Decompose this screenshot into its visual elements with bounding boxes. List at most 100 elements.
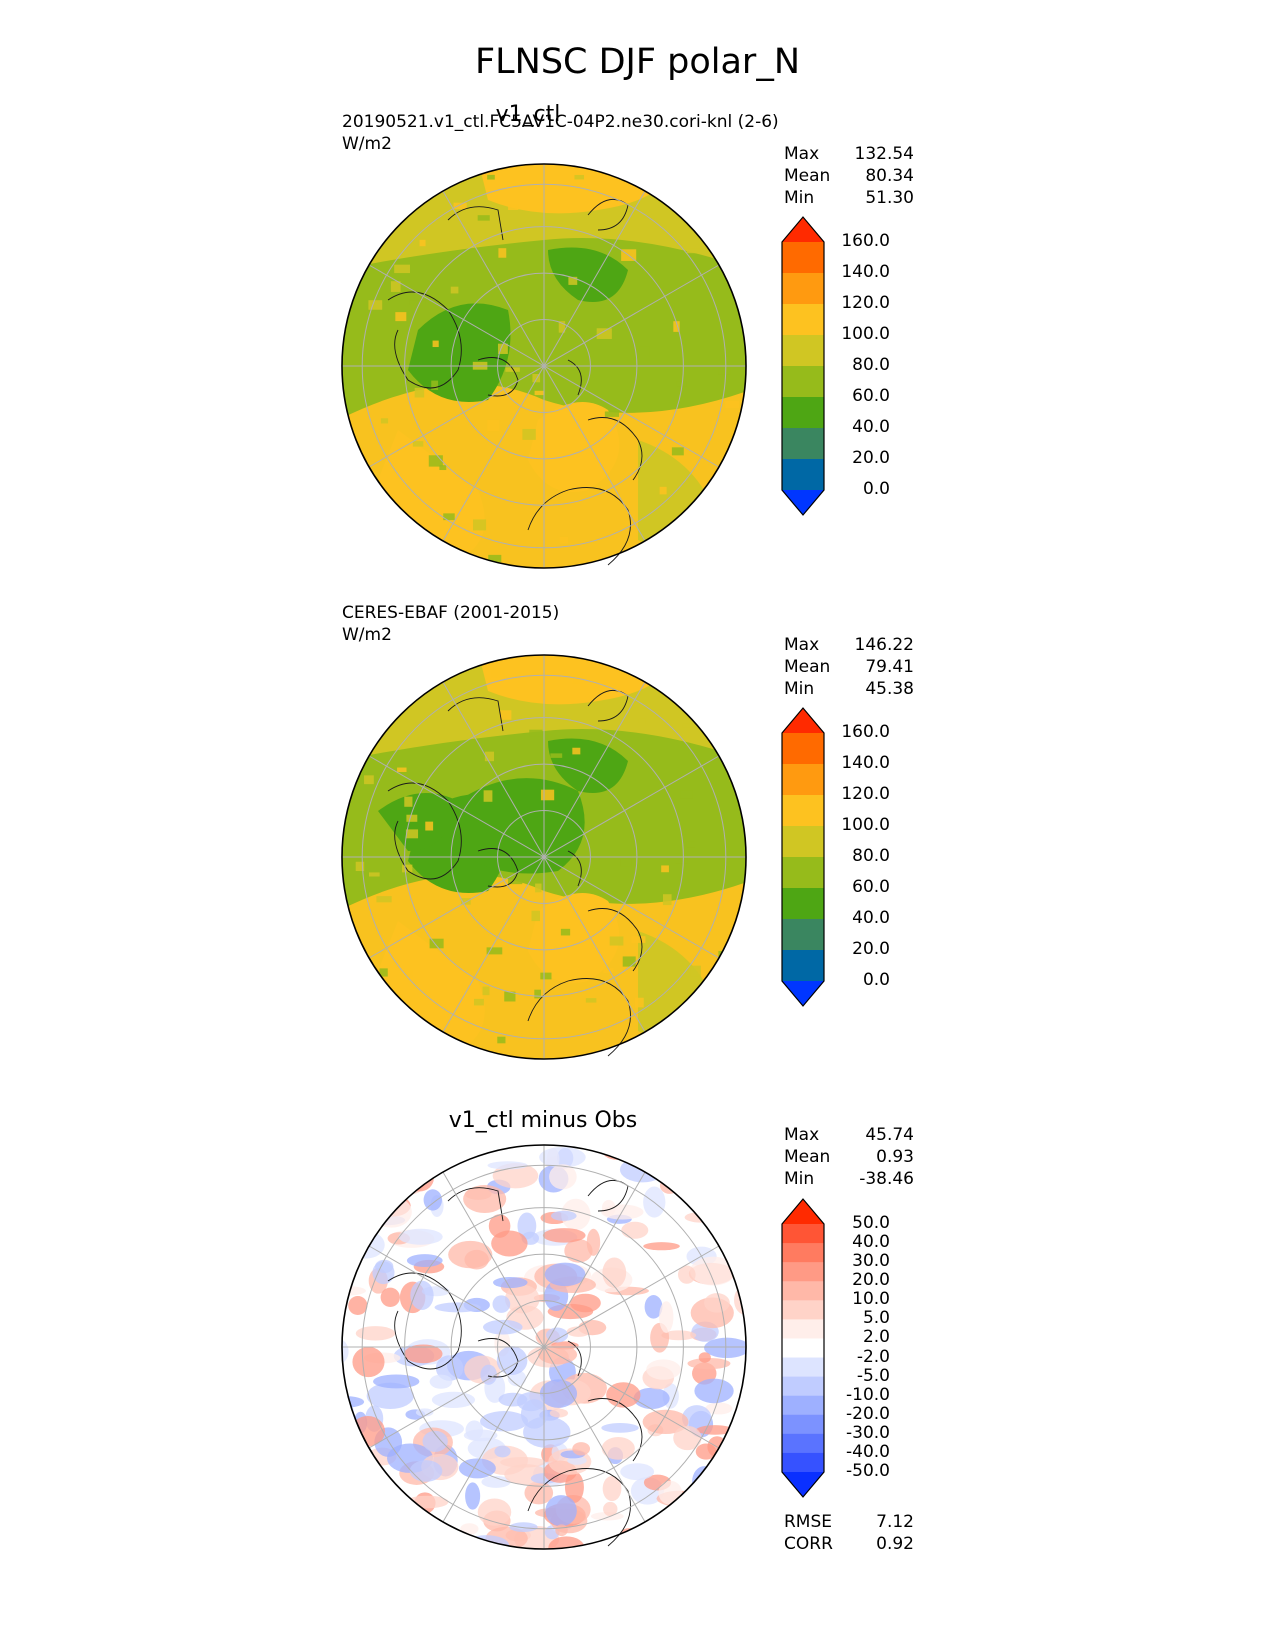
- panel-3-polar-map: [341, 1144, 747, 1550]
- colorbar-tick-label: 80.0: [852, 355, 890, 375]
- colorbar-outline: [781, 216, 825, 516]
- stat-label: Max: [784, 1125, 820, 1145]
- colorbar-swatch: [782, 1414, 824, 1435]
- panel-2-run-label: CERES-EBAF (2001-2015): [342, 603, 560, 623]
- stat-label: Min: [784, 1169, 815, 1189]
- colorbar-tick-label: 100.0: [841, 815, 890, 835]
- stat-row: Mean 0.93: [784, 1146, 914, 1168]
- colorbar-tick-label: 0.0: [862, 479, 890, 499]
- colorbar-tick-label: -2.0: [856, 1346, 890, 1367]
- colorbar-tick-label: 10.0: [852, 1289, 890, 1310]
- colorbar-swatch: [782, 1199, 824, 1224]
- colorbar-segments: [782, 1199, 824, 1497]
- colorbar-swatch: [782, 397, 824, 429]
- colorbar-swatch: [782, 1281, 824, 1301]
- figure-title: FLNSC DJF polar_N: [475, 42, 800, 82]
- stat-value: 0.93: [876, 1147, 914, 1167]
- colorbar-tick-label: -20.0: [846, 1403, 890, 1424]
- panel-2-colorbar: [781, 707, 825, 1007]
- stat-row: Max 132.54: [784, 143, 914, 165]
- colorbar-swatch: [782, 242, 824, 274]
- panel-3-stats: Max 45.74 Mean 0.93 Min -38.46: [784, 1124, 914, 1190]
- colorbar-swatch: [782, 428, 824, 460]
- graticule: [342, 655, 746, 1059]
- stat-value: 51.30: [865, 188, 914, 208]
- colorbar-swatch: [782, 919, 824, 951]
- colorbar-swatch: [782, 1243, 824, 1263]
- colorbar-swatch: [782, 1376, 824, 1397]
- colorbar-swatch: [782, 1357, 824, 1378]
- stat-label: Max: [784, 144, 820, 164]
- stat-label: Mean: [784, 1147, 831, 1167]
- colorbar-tick-label: 20.0: [852, 1270, 890, 1291]
- stat-row: Min 45.38: [784, 678, 914, 700]
- stat-value: 132.54: [854, 144, 914, 164]
- colorbar-swatch: [782, 1262, 824, 1282]
- colorbar-swatch: [782, 1224, 824, 1244]
- colorbar-tick-label: 160.0: [841, 231, 890, 251]
- stat-row: Mean 79.41: [784, 656, 914, 678]
- panel-2-stats: Max 146.22 Mean 79.41 Min 45.38: [784, 634, 914, 700]
- colorbar-swatch: [782, 708, 824, 733]
- colorbar-swatch: [782, 273, 824, 305]
- stat-value: -38.46: [859, 1169, 914, 1189]
- colorbar-swatch: [782, 950, 824, 982]
- colorbar-tick-label: 5.0: [862, 1308, 890, 1329]
- stat-row: Mean 80.34: [784, 165, 914, 187]
- colorbar-segments: [782, 708, 824, 1006]
- colorbar-tick-label: -30.0: [846, 1422, 890, 1443]
- colorbar-swatch: [782, 764, 824, 796]
- colorbar-tick-label: 140.0: [841, 262, 890, 282]
- panel-3-title: v1_ctl minus Obs: [448, 1108, 638, 1133]
- panel-1-polar-map: [341, 163, 747, 569]
- colorbar-swatch: [782, 826, 824, 858]
- colorbar-tick-label: -10.0: [846, 1384, 890, 1405]
- stat-label: Max: [784, 635, 820, 655]
- colorbar-tick-label: 0.0: [862, 970, 890, 990]
- stat-row: Max 146.22: [784, 634, 914, 656]
- colorbar-tick-label: 2.0: [862, 1327, 890, 1348]
- colorbar-swatch: [782, 733, 824, 765]
- metric-row: RMSE 7.12: [784, 1511, 914, 1533]
- colorbar-tick-label: 120.0: [841, 784, 890, 804]
- colorbar-swatch: [782, 304, 824, 336]
- colorbar-outline: [781, 1198, 825, 1498]
- metric-label: CORR: [784, 1534, 833, 1554]
- metric-value: 7.12: [876, 1512, 914, 1532]
- colorbar-swatch: [782, 366, 824, 398]
- colorbar-tick-label: 40.0: [852, 908, 890, 928]
- panel-3-colorbar: [781, 1198, 825, 1498]
- stat-value: 79.41: [865, 657, 914, 677]
- stat-value: 80.34: [865, 166, 914, 186]
- colorbar-swatch: [782, 1319, 824, 1339]
- coastlines: [387, 689, 643, 1057]
- colorbar-swatch: [782, 795, 824, 827]
- stat-label: Mean: [784, 166, 831, 186]
- panel-2-units: W/m2: [342, 625, 392, 645]
- colorbar-tick-label: 60.0: [852, 877, 890, 897]
- graticule: [342, 164, 746, 568]
- panel-1-title: v1_ctl: [495, 102, 561, 127]
- colorbar-swatch: [782, 1452, 824, 1473]
- colorbar-swatch: [782, 1338, 824, 1359]
- stat-label: Min: [784, 188, 815, 208]
- colorbar-tick-label: 50.0: [852, 1213, 890, 1233]
- colorbar-swatch: [782, 490, 824, 515]
- colorbar-tick-label: 140.0: [841, 753, 890, 773]
- stat-value: 146.22: [854, 635, 914, 655]
- map-boundary: [341, 163, 747, 569]
- colorbar-swatch: [782, 1433, 824, 1454]
- stat-row: Min 51.30: [784, 187, 914, 209]
- colorbar-swatch: [782, 888, 824, 920]
- colorbar-tick-label: 80.0: [852, 846, 890, 866]
- colorbar-swatch: [782, 1472, 824, 1497]
- metric-row: CORR 0.92: [784, 1533, 914, 1555]
- colorbar-segments: [782, 217, 824, 515]
- colorbar-tick-label: -50.0: [846, 1461, 890, 1481]
- colorbar-tick-label: -5.0: [856, 1365, 890, 1386]
- colorbar-swatch: [782, 981, 824, 1006]
- stat-row: Max 45.74: [784, 1124, 914, 1146]
- colorbar-tick-label: 120.0: [841, 293, 890, 313]
- colorbar-outline: [781, 707, 825, 1007]
- colorbar-tick-label: 30.0: [852, 1251, 890, 1272]
